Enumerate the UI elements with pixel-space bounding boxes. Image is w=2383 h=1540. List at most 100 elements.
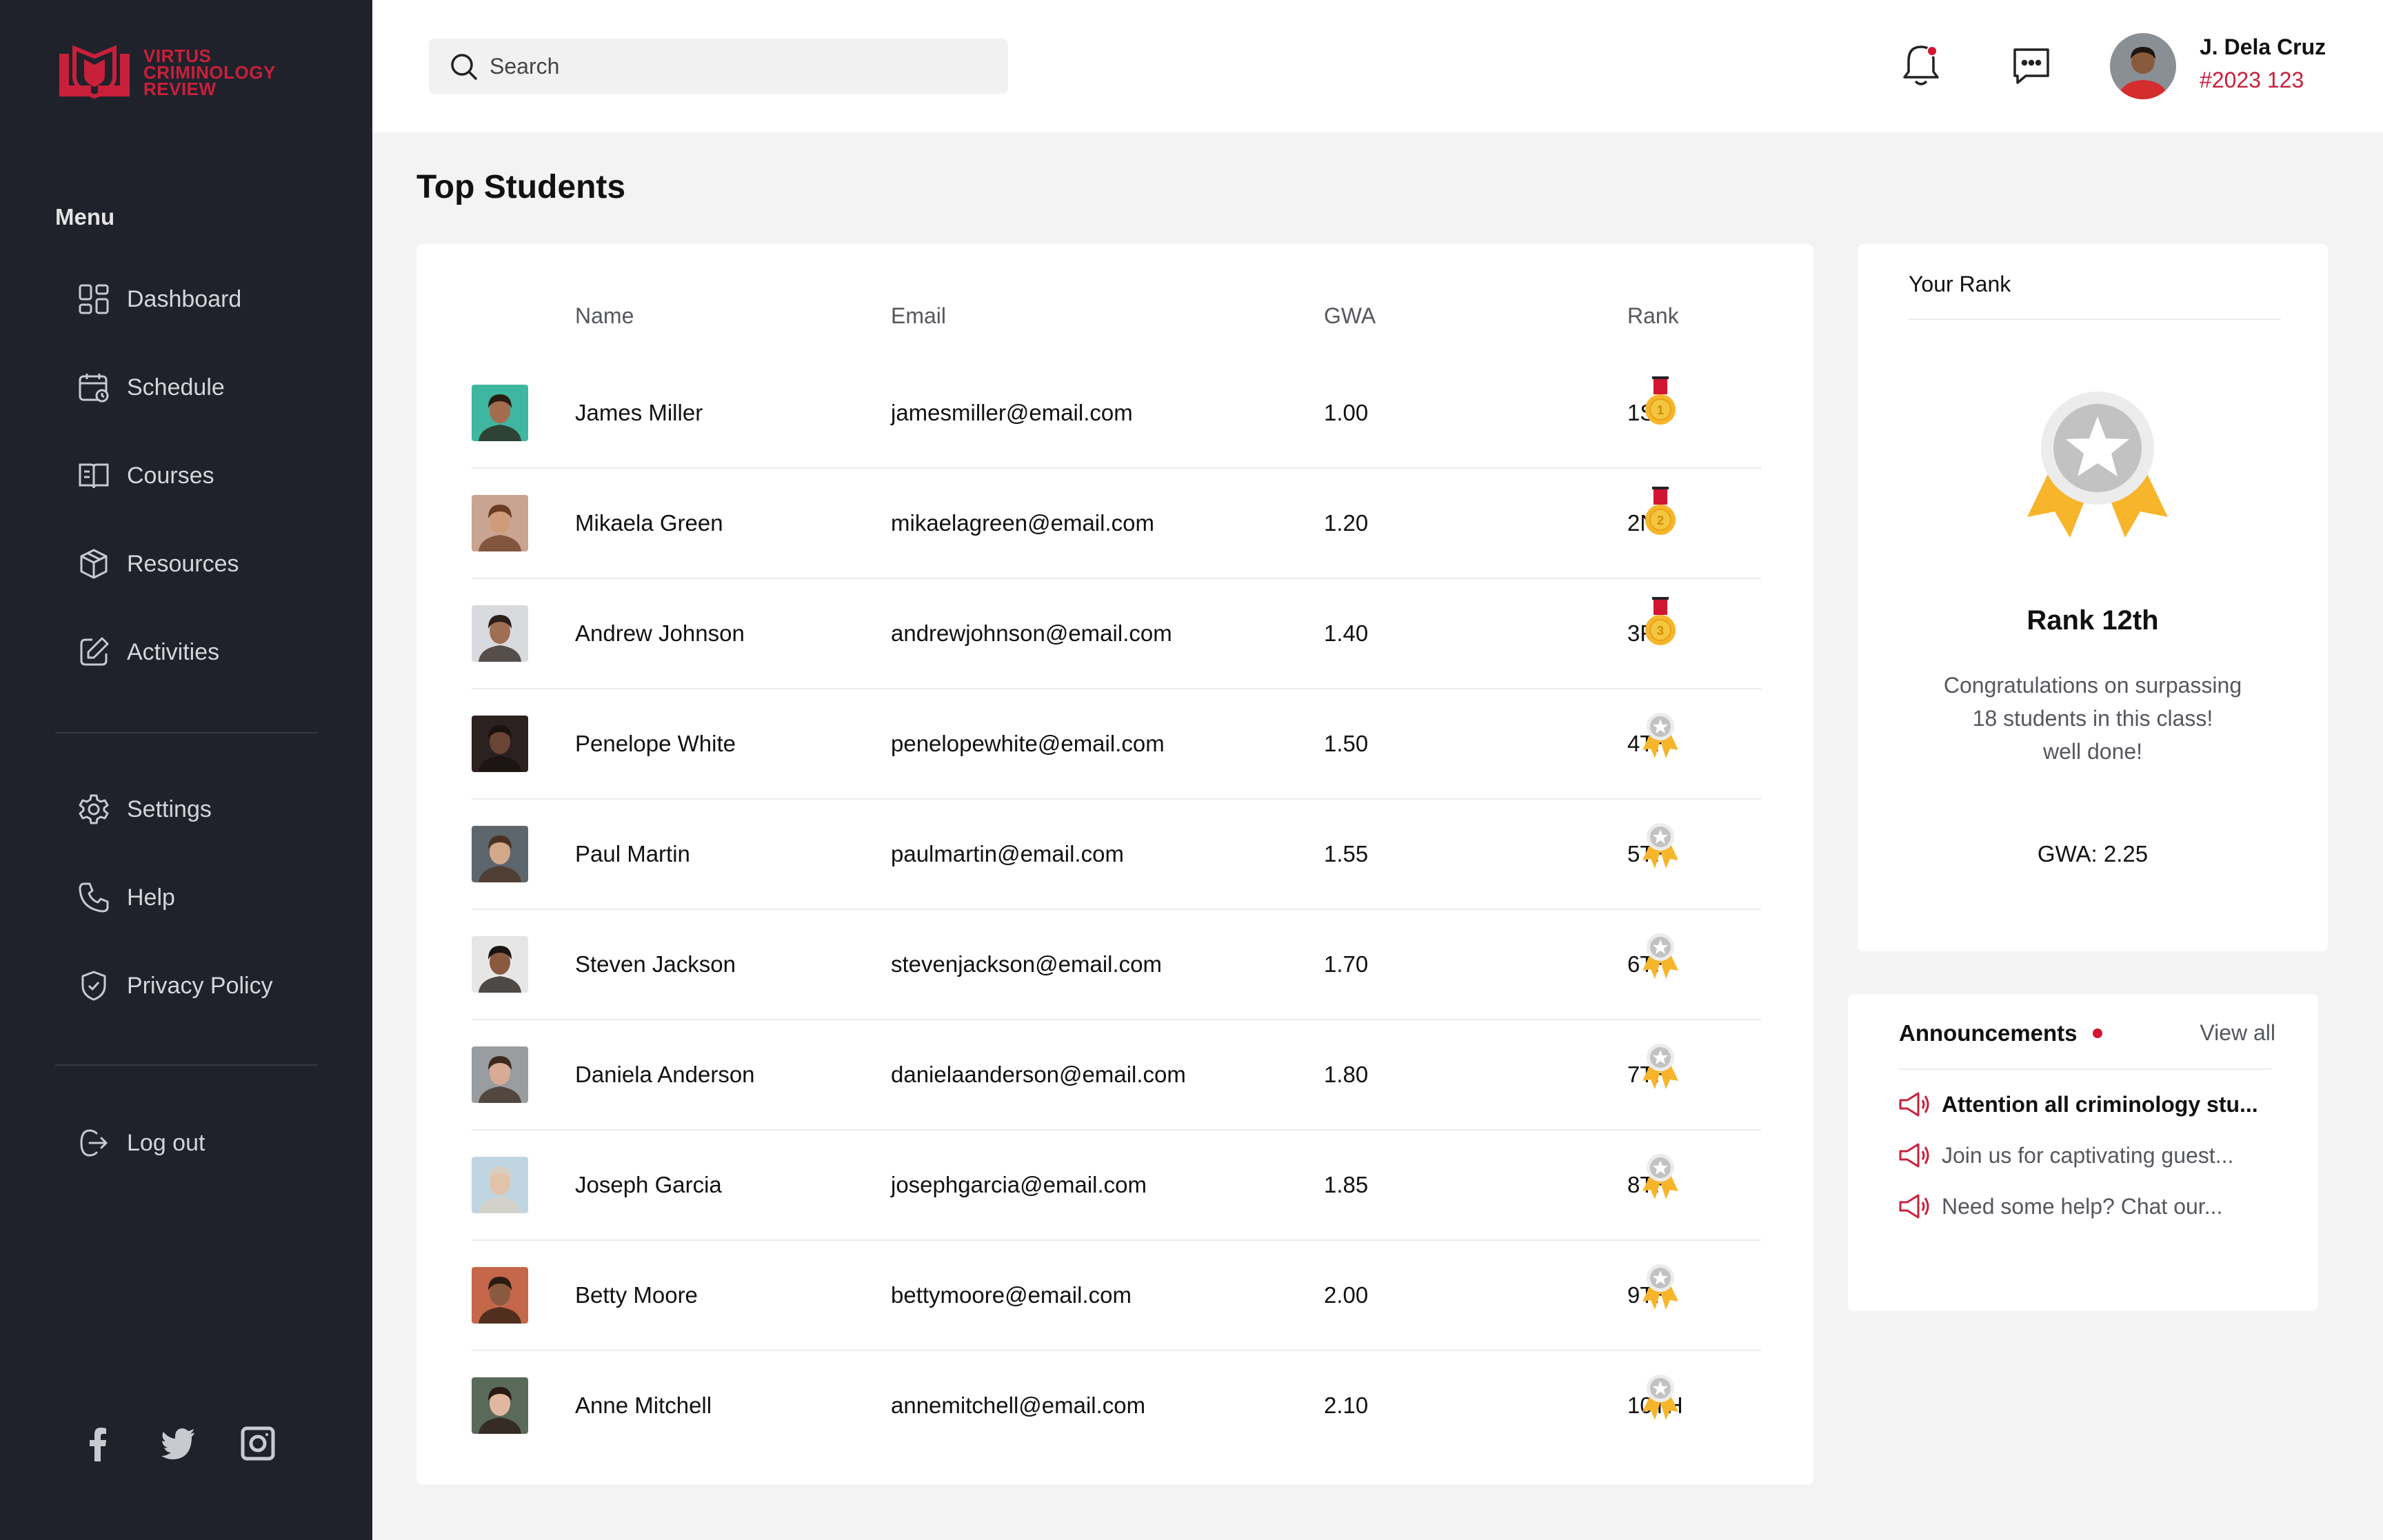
chat-icon <box>2013 48 2049 84</box>
student-email[interactable]: annemitchell@email.com <box>891 1392 1146 1418</box>
student-name: Daniela Anderson <box>575 1062 755 1087</box>
gold-medal-icon: 3 <box>1645 597 1676 645</box>
student-gwa: 1.85 <box>1324 1172 1369 1197</box>
instagram-icon[interactable] <box>240 1426 276 1461</box>
your-rank-card: Your Rank Rank 12th Congratulations on s… <box>1858 244 2328 951</box>
student-gwa: 1.70 <box>1324 951 1369 977</box>
search-input[interactable] <box>490 53 972 79</box>
student-name: Paul Martin <box>575 841 690 867</box>
student-avatar-image <box>472 1267 528 1324</box>
bell-icon <box>1903 45 1939 85</box>
user-avatar-image <box>2110 33 2176 99</box>
megaphone-icon <box>1899 1092 1929 1117</box>
megaphone-icon <box>1899 1143 1929 1168</box>
student-gwa: 2.10 <box>1324 1392 1369 1418</box>
sidebar-item-label: Courses <box>127 462 214 489</box>
svg-text:3: 3 <box>1657 624 1664 638</box>
table-row[interactable]: Daniela Anderson danielaanderson@email.c… <box>472 1020 1761 1131</box>
table-row[interactable]: Betty Moore bettymoore@email.com 2.00 9T… <box>472 1241 1761 1351</box>
topbar: J. Dela Cruz #2023 123 <box>372 0 2383 132</box>
your-rank-divider <box>1909 318 2281 320</box>
table-row[interactable]: James Miller jamesmiller@email.com 1.00 … <box>472 358 1761 469</box>
brand-line-3: REVIEW <box>143 79 217 99</box>
sidebar-item-label: Privacy Policy <box>127 972 273 999</box>
announcements-heading: Announcements <box>1899 1020 2102 1046</box>
sidebar-item-schedule[interactable]: Schedule <box>77 371 225 404</box>
unread-dot-icon <box>2092 1029 2102 1038</box>
sidebar-item-privacy-policy[interactable]: Privacy Policy <box>77 969 273 1002</box>
facebook-icon[interactable] <box>80 1426 116 1461</box>
announcement-item[interactable]: Join us for captivating guest... <box>1898 1142 2233 1169</box>
phone-icon <box>79 882 109 913</box>
search-bar[interactable] <box>429 39 1008 94</box>
table-row[interactable]: Steven Jackson stevenjackson@email.com 1… <box>472 910 1761 1020</box>
ribbon-medal-icon <box>1642 1264 1678 1310</box>
announcement-text: Join us for captivating guest... <box>1942 1142 2234 1168</box>
megaphone-icon <box>1899 1194 1929 1219</box>
user-avatar[interactable] <box>2110 33 2176 99</box>
brand-line-2: CRIMINOLOGY <box>143 62 276 83</box>
student-email[interactable]: andrewjohnson@email.com <box>891 620 1172 646</box>
sidebar: VIRTUS CRIMINOLOGY REVIEW Menu Dashboard… <box>0 0 372 1540</box>
sidebar-item-label: Dashboard <box>127 285 242 312</box>
ribbon-medal-icon <box>1642 1044 1678 1089</box>
table-row[interactable]: Paul Martin paulmartin@email.com 1.55 5T… <box>472 800 1761 910</box>
table-row[interactable]: Anne Mitchell annemitchell@email.com 2.1… <box>472 1351 1761 1461</box>
table-row[interactable]: Andrew Johnson andrewjohnson@email.com 1… <box>472 579 1761 689</box>
sidebar-divider <box>55 1064 317 1066</box>
ribbon-medal-icon <box>1642 823 1678 869</box>
column-header-gwa: GWA <box>1324 303 1376 328</box>
sidebar-item-activities[interactable]: Activities <box>77 636 219 669</box>
social-links <box>80 1426 276 1461</box>
notification-button[interactable] <box>1896 41 1946 91</box>
messages-button[interactable] <box>2007 41 2056 91</box>
twitter-icon[interactable] <box>160 1426 196 1461</box>
svg-text:2: 2 <box>1657 514 1664 527</box>
sidebar-item-dashboard[interactable]: Dashboard <box>77 283 241 316</box>
table-row[interactable]: Mikaela Green mikaelagreen@email.com 1.2… <box>472 469 1761 579</box>
sidebar-item-courses[interactable]: Courses <box>77 459 214 492</box>
student-name: Penelope White <box>575 731 736 756</box>
student-avatar <box>472 1046 528 1103</box>
student-name: James Miller <box>575 400 703 425</box>
student-avatar <box>472 1267 528 1324</box>
search-icon <box>451 54 477 80</box>
student-email[interactable]: jamesmiller@email.com <box>891 400 1133 425</box>
page-title: Top Students <box>416 169 626 205</box>
sidebar-item-logout[interactable]: Log out <box>77 1126 205 1159</box>
table-row[interactable]: Joseph Garcia josephgarcia@email.com 1.8… <box>472 1131 1761 1241</box>
student-avatar <box>472 385 528 441</box>
student-avatar-image <box>472 605 528 662</box>
student-gwa: 1.40 <box>1324 620 1369 646</box>
your-rank-heading: Your Rank <box>1909 272 2011 296</box>
rank-message: Congratulations on surpassing 18 student… <box>1858 669 2328 768</box>
student-avatar-image <box>472 385 528 441</box>
sidebar-item-label: Help <box>127 884 175 911</box>
brand-name: VIRTUS CRIMINOLOGY REVIEW <box>143 47 276 99</box>
student-email[interactable]: stevenjackson@email.com <box>891 951 1162 977</box>
sidebar-item-resources[interactable]: Resources <box>77 547 239 580</box>
view-all-link[interactable]: View all <box>2200 1020 2275 1045</box>
sidebar-item-label: Activities <box>127 638 220 665</box>
sidebar-item-help[interactable]: Help <box>77 881 175 914</box>
table-row[interactable]: Penelope White penelopewhite@email.com 1… <box>472 689 1761 800</box>
user-id: #2023 123 <box>2200 68 2304 92</box>
brand-logo[interactable]: VIRTUS CRIMINOLOGY REVIEW <box>55 44 276 101</box>
announcement-item[interactable]: Need some help? Chat our... <box>1898 1193 2222 1220</box>
column-header-name: Name <box>575 303 634 328</box>
student-email[interactable]: danielaanderson@email.com <box>891 1062 1186 1087</box>
book-shield-logo-icon <box>59 45 130 99</box>
student-email[interactable]: mikaelagreen@email.com <box>891 510 1154 536</box>
student-email[interactable]: penelopewhite@email.com <box>891 731 1165 756</box>
student-email[interactable]: bettymoore@email.com <box>891 1282 1132 1308</box>
rank-badge-icon <box>2027 392 2168 538</box>
ribbon-medal-icon <box>1642 713 1678 758</box>
announcement-item[interactable]: Attention all criminology stu... <box>1898 1091 2258 1118</box>
student-email[interactable]: paulmartin@email.com <box>891 841 1124 867</box>
gear-icon <box>79 794 109 824</box>
sidebar-item-settings[interactable]: Settings <box>77 793 212 826</box>
ribbon-medal-icon <box>1642 933 1678 979</box>
student-email[interactable]: josephgarcia@email.com <box>891 1172 1147 1197</box>
rank-message-line: well done! <box>2042 739 2143 764</box>
rank-title: Rank 12th <box>2027 605 2159 636</box>
